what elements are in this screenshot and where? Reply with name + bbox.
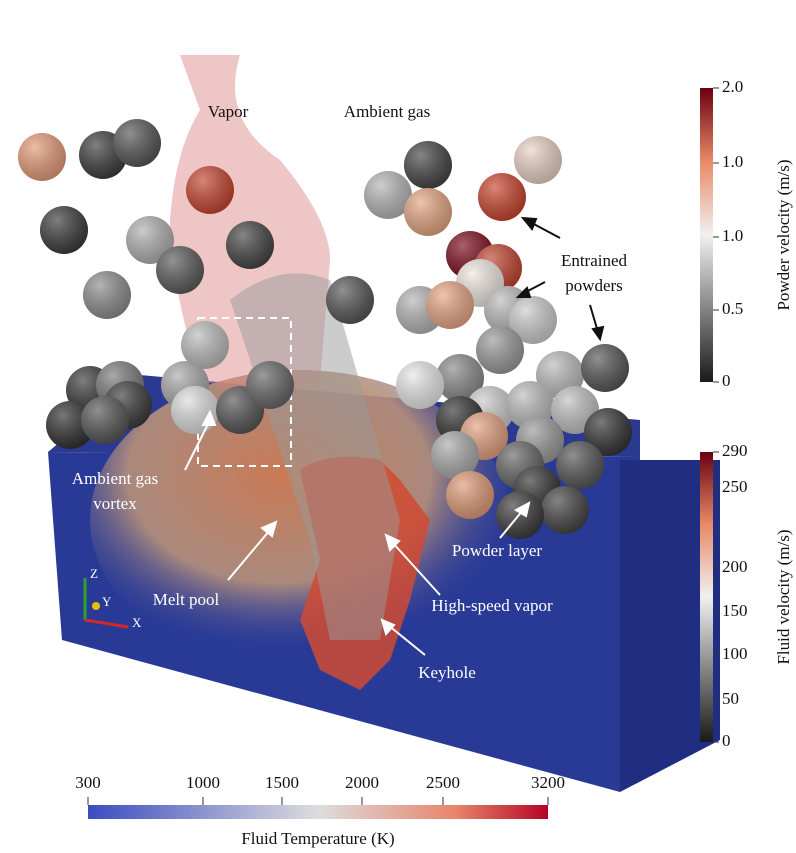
particle-shade	[509, 296, 557, 344]
particle-shade	[46, 401, 94, 449]
particle-shade	[478, 173, 526, 221]
particle-shade	[431, 431, 479, 479]
tick-label: 0.5	[722, 299, 743, 318]
tick-label: 0	[722, 371, 731, 390]
particle-shade	[446, 471, 494, 519]
tick-label: 150	[722, 601, 748, 620]
tick-label: 100	[722, 644, 748, 663]
colorbar-powder: Powder velocity (m/s)	[700, 88, 793, 382]
tick-label: 2500	[426, 773, 460, 792]
particle-shade	[186, 166, 234, 214]
particle-shade	[18, 133, 66, 181]
particle-shade	[81, 396, 129, 444]
axis-label: Y	[102, 594, 112, 609]
label: Vapor	[208, 102, 249, 121]
tick-label: 1500	[265, 773, 299, 792]
particle-shade	[156, 246, 204, 294]
label: Ambient gas	[344, 102, 430, 121]
colorbar-ticks: 2.0 1.0 1.0 0.5 0 290 250 200 150 100 50 0 300 1000 15…	[75, 77, 748, 805]
tick-label: 2.0	[722, 77, 743, 96]
annotations: Vapor Ambient gas Entrained powders Ambi…	[72, 102, 628, 682]
particle-shade	[541, 486, 589, 534]
label: Powder layer	[452, 541, 543, 560]
particle-shade	[581, 344, 629, 392]
particle-shade	[404, 141, 452, 189]
tick-label: 200	[722, 557, 748, 576]
particle-shade	[326, 276, 374, 324]
label: vortex	[93, 494, 137, 513]
particle-shade	[584, 408, 632, 456]
particle-shade	[436, 354, 484, 402]
particle-shade	[364, 171, 412, 219]
tick-label: 300	[75, 773, 101, 792]
particle-shade	[514, 136, 562, 184]
particle-shade	[171, 386, 219, 434]
colorbar-fluid: Fluid velocity (m/s)	[700, 452, 793, 742]
particle-shade	[426, 281, 474, 329]
particle-shade	[556, 441, 604, 489]
axis-label: Z	[90, 566, 98, 581]
tick-label: 290	[722, 441, 748, 460]
scene	[18, 55, 720, 792]
tick-label: 250	[722, 477, 748, 496]
tick-label: 1.0	[722, 152, 743, 171]
particle-shade	[404, 188, 452, 236]
axis-label: X	[132, 615, 142, 630]
tick-label: 1.0	[722, 226, 743, 245]
particle-shade	[126, 216, 174, 264]
label: Keyhole	[418, 663, 476, 682]
label: powders	[565, 276, 623, 295]
colorbar-title: Powder velocity (m/s)	[774, 159, 793, 310]
particle-shade	[181, 321, 229, 369]
tick-label: 1000	[186, 773, 220, 792]
particle-shade	[226, 221, 274, 269]
particle-shade	[396, 361, 444, 409]
label: Entrained	[561, 251, 628, 270]
tick-label: 2000	[345, 773, 379, 792]
particle-shade	[246, 361, 294, 409]
particle-shade	[476, 326, 524, 374]
particle-shade	[83, 271, 131, 319]
colorbar-title: Fluid Temperature (K)	[241, 829, 394, 848]
label: High-speed vapor	[431, 596, 553, 615]
label: Melt pool	[153, 590, 220, 609]
label: Ambient gas	[72, 469, 158, 488]
colorbar-title: Fluid velocity (m/s)	[774, 529, 793, 664]
particle-shade	[113, 119, 161, 167]
colorbar-temperature: Fluid Temperature (K)	[88, 805, 548, 848]
tick-label: 3200	[531, 773, 565, 792]
particle-shade	[40, 206, 88, 254]
tick-label: 50	[722, 689, 739, 708]
tick-label: 0	[722, 731, 731, 750]
